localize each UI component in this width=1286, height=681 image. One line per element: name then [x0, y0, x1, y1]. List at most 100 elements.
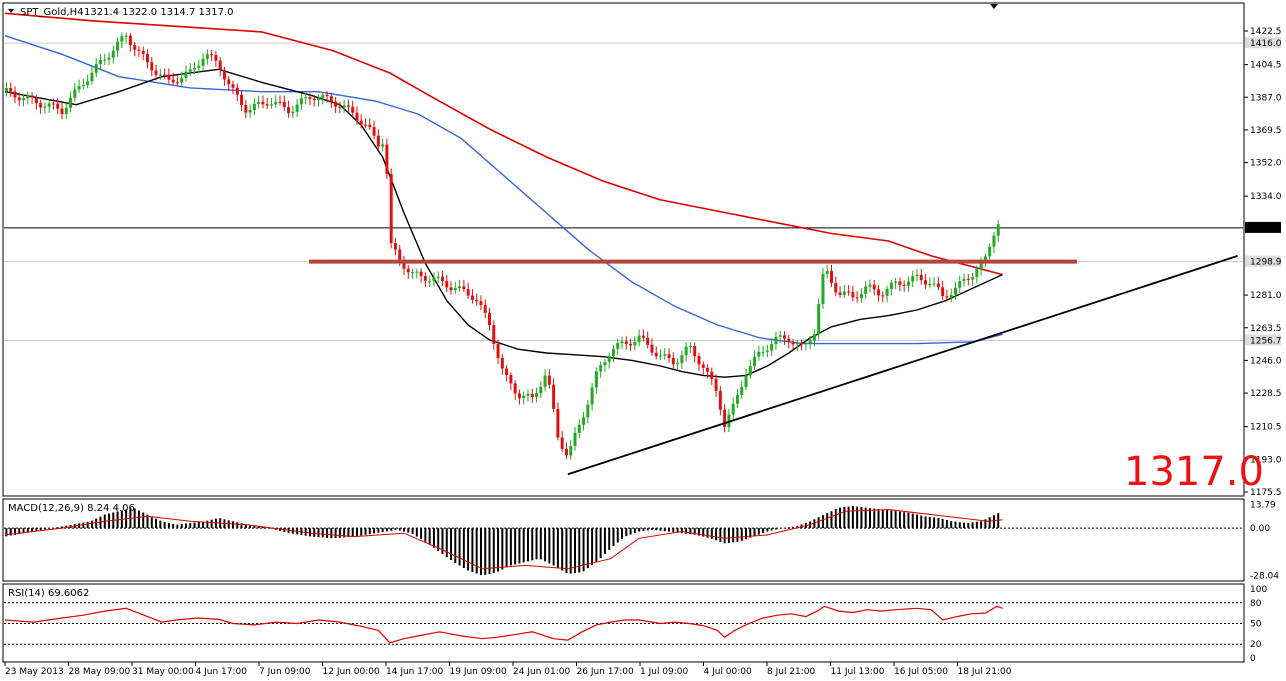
candle-body: [744, 375, 748, 388]
candle-body: [663, 354, 667, 356]
candle-body: [629, 343, 633, 346]
candle-body: [693, 346, 697, 357]
candle-body: [594, 371, 598, 388]
candle-body: [175, 82, 179, 84]
macd-tick-label: 13.79: [1250, 501, 1276, 511]
candle-body: [953, 287, 957, 295]
ohlc-header: 1321.4 1322.0 1314.7 1317.0: [84, 7, 234, 18]
time-tick-label: 1 Jul 09:00: [640, 667, 689, 677]
candle-body: [830, 271, 833, 283]
candle-body: [855, 297, 859, 299]
candle-body: [509, 374, 513, 384]
marker-label: 1416.0: [1250, 39, 1282, 49]
candle-body: [894, 281, 898, 283]
macd-panel: [2, 498, 1245, 582]
rsi-tick-label: 20: [1250, 640, 1262, 650]
candle-body: [688, 346, 692, 348]
candle-body: [906, 281, 910, 286]
candle-body: [69, 97, 73, 108]
candle-body: [291, 111, 295, 114]
candle-body: [385, 144, 389, 175]
candle-body: [667, 354, 671, 359]
candle-body: [975, 269, 979, 278]
candle-body: [659, 355, 662, 357]
price-tick-label: 1228.5: [1250, 389, 1282, 399]
candle-body: [445, 281, 449, 288]
candle-body: [90, 72, 94, 82]
big-price-label: 1317.0: [1124, 449, 1264, 495]
price-tick-label: 1210.5: [1250, 423, 1282, 433]
candle-body: [470, 295, 474, 300]
candle-body: [188, 69, 192, 72]
candle-body: [650, 344, 654, 353]
candle-body: [372, 127, 376, 136]
candle-body: [641, 335, 645, 338]
candle-body: [150, 62, 154, 71]
candle-body: [201, 58, 205, 66]
candle-body: [235, 87, 239, 95]
macd-tick-label: 0.00: [1250, 524, 1270, 534]
candle-body: [466, 289, 470, 296]
candle-body: [577, 424, 581, 433]
candle-body: [359, 120, 363, 125]
ma-red-line: [4, 12, 1003, 276]
candle-body: [624, 341, 628, 344]
candle-body: [962, 278, 966, 281]
candle-body: [928, 283, 932, 285]
time-tick-label: 26 Jun 17:00: [577, 667, 634, 677]
current-price-box: [1245, 221, 1281, 233]
candle-body: [205, 54, 209, 59]
candle-body: [851, 292, 855, 298]
candle-body: [911, 276, 915, 282]
candle-body: [817, 303, 821, 335]
candle-body: [770, 344, 774, 351]
candle-body: [979, 260, 983, 270]
marker-box: [1245, 334, 1281, 346]
price-tick-label: 1175.5: [1250, 488, 1282, 498]
candle-body: [154, 70, 158, 75]
candle-body: [453, 288, 457, 291]
candle-body: [338, 106, 342, 108]
candle-body: [94, 64, 98, 73]
price-tick-label: 1193.0: [1250, 455, 1282, 465]
candle-body: [13, 91, 17, 98]
candle-body: [287, 107, 291, 114]
rsi-tick-label: 0: [1250, 654, 1256, 664]
candle-body: [274, 101, 278, 105]
candle-body: [329, 96, 333, 102]
candle-body: [735, 395, 739, 404]
candle-body: [996, 224, 1000, 236]
candle-body: [684, 346, 688, 356]
candle-body: [22, 98, 26, 101]
candle-body: [180, 77, 184, 83]
candle-body: [56, 103, 60, 109]
candle-body: [346, 105, 350, 107]
time-tick-label: 28 May 09:00: [69, 667, 131, 677]
candle-body: [599, 365, 603, 372]
symbol-header: SPT_Gold,H4: [20, 7, 84, 18]
candle-body: [86, 81, 90, 86]
candle-body: [620, 341, 624, 343]
candle-body: [718, 390, 722, 410]
ma-blue-line: [4, 35, 1003, 345]
candle-body: [103, 59, 107, 61]
candle-body: [167, 74, 171, 80]
rsi-tick-label: 80: [1250, 599, 1262, 609]
candle-body: [868, 284, 872, 287]
marker-box: [1245, 255, 1281, 267]
main-panel: [2, 2, 1245, 497]
candle-body: [582, 417, 586, 425]
candle-body: [120, 36, 124, 42]
candle-body: [539, 386, 543, 394]
candle-body: [197, 65, 201, 68]
candle-body: [547, 375, 551, 385]
candle-body: [364, 124, 368, 126]
candle-body: [141, 50, 145, 54]
candle-body: [458, 286, 462, 289]
candle-body: [757, 351, 761, 357]
candle-body: [227, 79, 231, 85]
candle-body: [569, 446, 573, 456]
candle-body: [552, 384, 556, 409]
candle-body: [60, 108, 64, 115]
candle-body: [492, 325, 496, 344]
